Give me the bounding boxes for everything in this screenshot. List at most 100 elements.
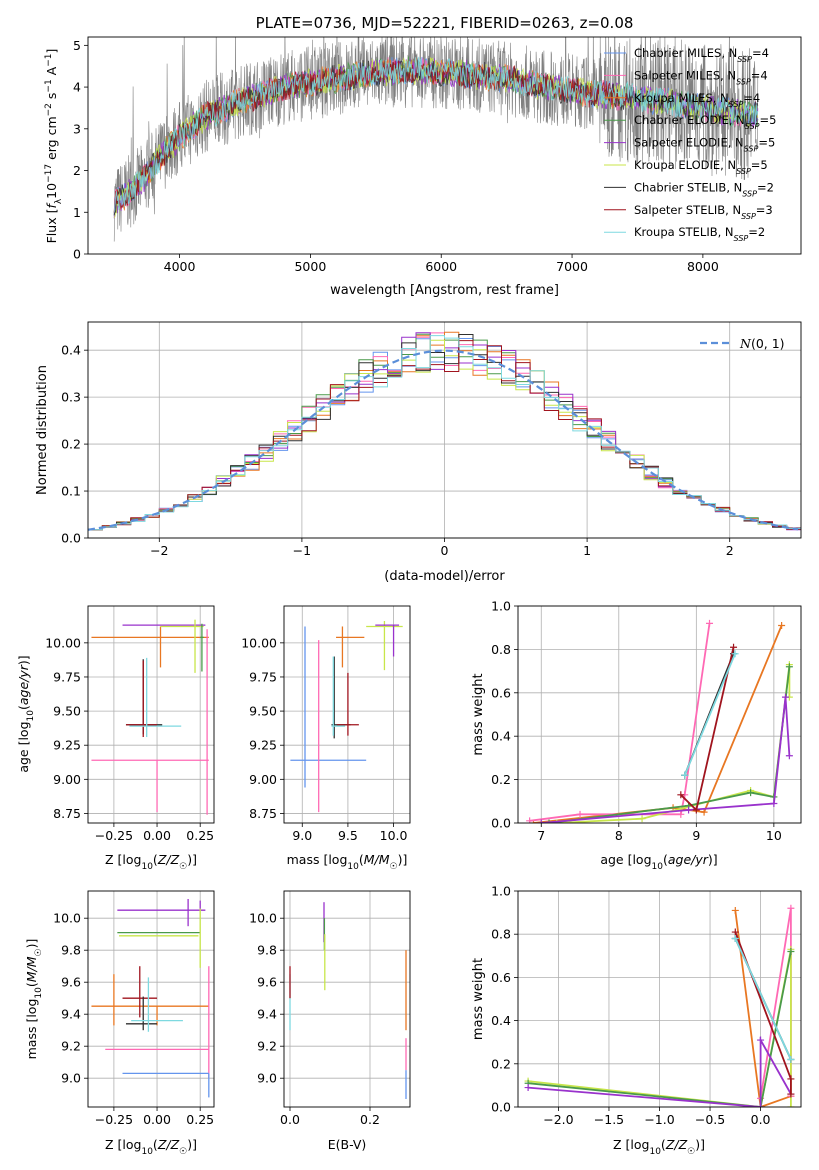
y-tick-label: 0.1 <box>61 484 81 499</box>
y-tick-label: 9.0 <box>61 1071 81 1086</box>
x-tick-label: 9.5 <box>338 828 358 843</box>
y-tick-label: 9.0 <box>257 1071 277 1086</box>
weight-marker <box>731 650 739 658</box>
y-tick-label: 8.75 <box>53 806 81 821</box>
y-tick-label: 9.75 <box>249 669 277 684</box>
axes-frame <box>517 605 802 824</box>
weight-marker <box>524 1084 532 1092</box>
x-tick-label: −2 <box>150 543 168 558</box>
axes-age_z: −0.25 0.00 0.25 8.75 9.00 9.25 9.50 9.75 10.00 Z … <box>16 605 215 872</box>
axes-weight_z: −2.0 −1.5 −1.0 −0.5 0.0 0.0 0.2 0.4 0.6 0.8 1.0 mas… <box>471 884 802 1157</box>
y-tick-label: 0.3 <box>61 390 81 405</box>
x-tick-label: 0.00 <box>143 828 171 843</box>
x-tick-label: 2 <box>726 543 734 558</box>
axes-spectrum: 4000 5000 6000 7000 8000 0 1 2 3 4 5 PLATE=0736, MJ… <box>44 14 802 298</box>
weight-line-salpeter_elodie <box>528 1036 792 1107</box>
x-tick-label: 0.25 <box>186 1112 214 1127</box>
x-tick-label: 10 <box>766 828 782 843</box>
y-tick-label: 9.50 <box>53 704 81 719</box>
x-tick-label: −1.5 <box>594 1112 624 1127</box>
y-tick-label: 9.6 <box>257 975 277 990</box>
weight-line-kroupa_elodie <box>556 664 791 823</box>
y-tick-label: 4 <box>73 80 81 95</box>
weight-marker <box>638 815 646 823</box>
weight-marker <box>731 906 739 914</box>
x-axis-label: mass [log10(M/M☉)] <box>287 852 408 872</box>
legend-label: Chabrier MILES, NSSP=4 <box>634 46 769 64</box>
legend-label: N(0, 1) <box>739 336 785 351</box>
weight-line-kroupa_stelib <box>734 938 792 1060</box>
plot-area <box>289 902 407 1099</box>
x-axis-label: Z [log10(Z/Z☉)] <box>105 852 197 872</box>
y-tick-label: 9.00 <box>249 772 277 787</box>
y-tick-label: 0.2 <box>61 437 81 452</box>
weight-marker <box>677 791 685 799</box>
plot-area <box>113 37 759 242</box>
y-tick-label: 10.00 <box>241 635 277 650</box>
y-tick-label: 9.2 <box>257 1039 277 1054</box>
y-tick-label: 9.4 <box>257 1007 277 1022</box>
weight-marker <box>730 643 738 651</box>
residuals-ylabel: Normed distribution <box>35 365 50 495</box>
x-axis-label: Z [log10(Z/Z☉)] <box>105 1137 197 1157</box>
y-tick-label: 10.0 <box>249 911 277 926</box>
mass-ebv-xlabel: E(B-V) <box>328 1137 367 1152</box>
y-tick-label: 0.8 <box>491 642 511 657</box>
x-tick-label: 4000 <box>164 259 196 274</box>
y-tick-label: 0.4 <box>491 1013 511 1028</box>
weight-marker <box>787 1055 795 1063</box>
plot-area <box>91 619 209 815</box>
x-axis-label: age [log10(age/yr)] <box>600 852 717 872</box>
y-tick-label: 9.25 <box>53 738 81 753</box>
y-tick-label: 8.75 <box>249 806 277 821</box>
axes-mass_ebv: 0.0 0.2 9.0 9.2 9.4 9.6 9.8 10.0 E(B-V) <box>249 890 411 1152</box>
y-tick-label: 0.2 <box>491 772 511 787</box>
spectrum-title: PLATE=0736, MJD=52221, FIBERID=0263, z=0… <box>256 14 634 32</box>
x-tick-label: 7 <box>537 828 545 843</box>
weight-line-kroupa_stelib <box>683 653 736 776</box>
y-tick-label: 0.2 <box>491 1056 511 1071</box>
x-tick-label: −0.25 <box>95 828 133 843</box>
legend-label: Chabrier STELIB, NSSP=2 <box>634 180 774 198</box>
weight-marker <box>787 947 795 955</box>
weight-marker <box>781 693 789 701</box>
x-tick-label: 0.0 <box>751 1112 771 1127</box>
weight-line-chabrier_elodie <box>548 666 791 823</box>
y-tick-label: 0.4 <box>61 343 81 358</box>
y-tick-label: 9.8 <box>257 943 277 958</box>
weight-marker <box>545 819 553 823</box>
spectrum-model-kroupa_stelib <box>113 56 759 213</box>
weight-marker <box>731 928 739 936</box>
weight-marker <box>757 1103 765 1107</box>
weight-marker <box>778 622 786 630</box>
weight-marker <box>681 771 689 779</box>
axes-frame <box>517 890 802 1108</box>
x-tick-label: 5000 <box>294 259 326 274</box>
legend-label: Kroupa ELODIE, NSSP=5 <box>634 158 768 176</box>
weight-line-kroupa_miles <box>734 910 792 1107</box>
y-tick-label: 10.0 <box>53 911 81 926</box>
legend-label: Salpeter ELODIE, NSSP=5 <box>634 136 775 154</box>
weight-marker <box>770 799 778 807</box>
x-tick-label: 8 <box>615 828 623 843</box>
x-tick-label: 0.2 <box>360 1112 380 1127</box>
x-tick-label: −1.0 <box>644 1112 674 1127</box>
weight-marker <box>576 810 584 818</box>
weight-marker <box>747 789 755 797</box>
y-tick-label: 9.4 <box>61 1007 81 1022</box>
plot-area <box>91 899 210 1098</box>
plot-area <box>526 619 793 823</box>
plot-area <box>88 331 801 531</box>
y-tick-label: 0.0 <box>491 1100 511 1115</box>
axes-frame <box>283 605 411 824</box>
plot-area <box>290 621 403 813</box>
legend-label: Salpeter STELIB, NSSP=3 <box>634 203 773 221</box>
x-tick-label: −0.5 <box>695 1112 725 1127</box>
x-tick-label: 6000 <box>425 259 457 274</box>
spectrum-ylabel: Flux [fλ10−17 erg cm−2 s−1 A−1] <box>44 49 64 244</box>
x-tick-label: 0 <box>441 543 449 558</box>
legend-label: Salpeter MILES, NSSP=4 <box>634 68 768 86</box>
x-tick-label: 0.00 <box>143 1112 171 1127</box>
y-axis-label: age [log10(age/yr)] <box>16 655 36 772</box>
